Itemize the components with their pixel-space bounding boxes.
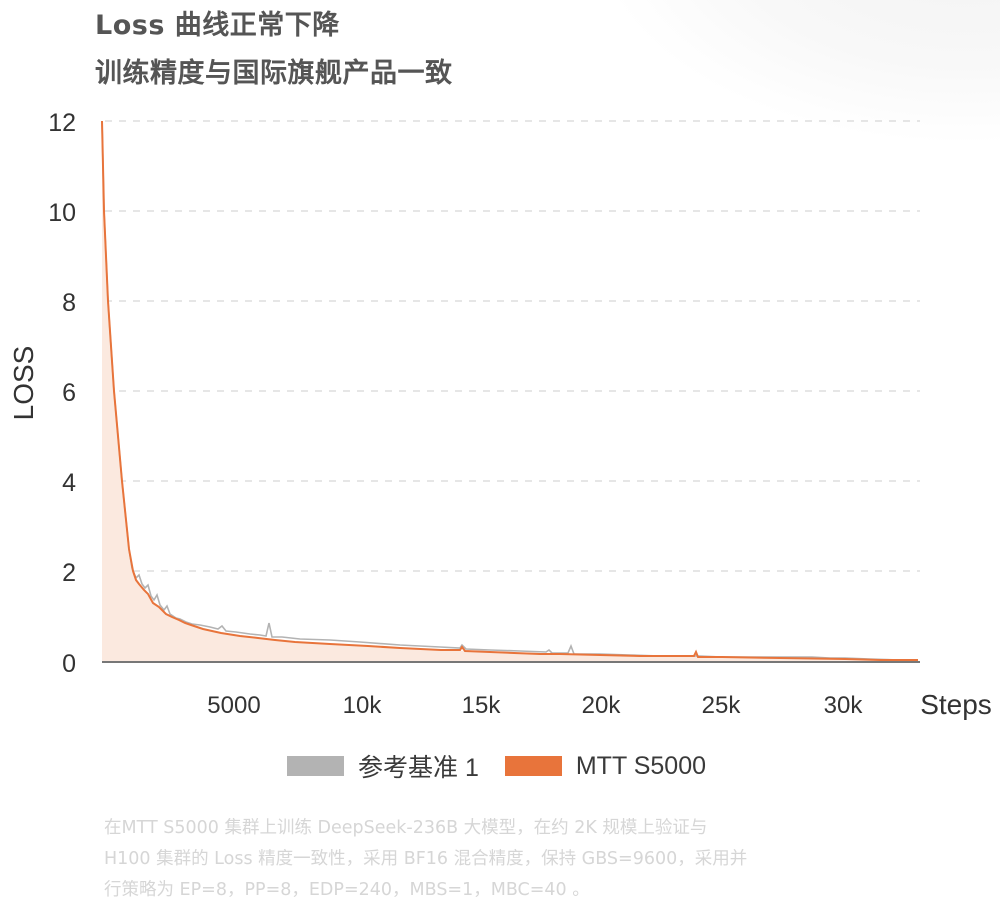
legend-item-mtt-s5000[interactable]: MTT S5000 bbox=[504, 751, 707, 781]
legend-item-reference[interactable]: 参考基准 1 bbox=[287, 748, 479, 784]
x-axis-title: Steps bbox=[920, 689, 992, 720]
x-tick: 25k bbox=[702, 692, 742, 719]
y-tick: 2 bbox=[62, 559, 76, 587]
x-tick: 15k bbox=[462, 692, 502, 719]
legend-swatch-reference bbox=[287, 756, 344, 776]
legend-label: 参考基准 1 bbox=[358, 754, 479, 782]
y-tick: 4 bbox=[62, 469, 76, 497]
y-axis-title: LOSS bbox=[8, 346, 39, 421]
caption-line: 在MTT S5000 集群上训练 DeepSeek-236B 大模型，在约 2K… bbox=[104, 818, 708, 838]
y-tick: 0 bbox=[62, 650, 76, 678]
x-tick: 10k bbox=[343, 692, 383, 719]
chart-title-line-1: Loss 曲线正常下降 bbox=[95, 10, 340, 41]
x-tick: 5000 bbox=[207, 692, 260, 719]
chart-title-line-2: 训练精度与国际旗舰产品一致 bbox=[95, 58, 453, 89]
chart-caption: 在MTT S5000 集群上训练 DeepSeek-236B 大模型，在约 2K… bbox=[104, 813, 924, 906]
chart-legend: 参考基准 1 MTT S5000 bbox=[287, 748, 732, 784]
x-tick: 20k bbox=[582, 692, 622, 719]
y-tick: 8 bbox=[62, 289, 76, 317]
y-axis-ticks: 12 10 8 6 4 2 0 bbox=[48, 109, 76, 678]
y-tick: 12 bbox=[48, 109, 76, 137]
mtt-series-line bbox=[101, 120, 918, 661]
x-axis-ticks: 5000 10k 15k 20k 25k 30k bbox=[207, 692, 863, 719]
y-tick: 6 bbox=[62, 379, 76, 407]
y-tick: 10 bbox=[48, 199, 76, 227]
caption-line: 行策略为 EP=8，PP=8，EDP=240，MBS=1，MBC=40 。 bbox=[104, 880, 590, 900]
loss-chart: 12 10 8 6 4 2 0 5000 10k 15k 20k 25k 30k… bbox=[8, 109, 992, 720]
grid-lines bbox=[105, 120, 920, 572]
legend-swatch-mtt-s5000 bbox=[504, 756, 562, 776]
legend-label: MTT S5000 bbox=[575, 751, 707, 780]
x-tick: 30k bbox=[824, 692, 864, 719]
caption-line: H100 集群的 Loss 精度一致性，采用 BF16 混合精度，保持 GBS=… bbox=[104, 849, 748, 869]
